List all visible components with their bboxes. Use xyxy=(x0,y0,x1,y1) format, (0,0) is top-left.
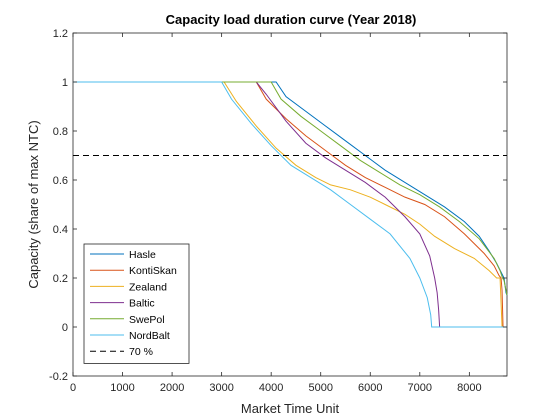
legend-entry: SwePol xyxy=(129,314,165,326)
x-tick-label: 5000 xyxy=(308,382,332,394)
x-tick-label: 7000 xyxy=(408,382,432,394)
series-layer xyxy=(73,81,508,328)
y-tick-label: 1.2 xyxy=(53,28,68,40)
x-tick-label: 3000 xyxy=(209,382,233,394)
series-line-zealand xyxy=(73,81,507,328)
legend-entry: Baltic xyxy=(129,298,155,310)
y-tick-label: 0.2 xyxy=(53,273,68,285)
series-line-hasle xyxy=(73,81,508,296)
y-tick-label: -0.2 xyxy=(49,371,68,383)
legend-entry: 70 % xyxy=(129,346,153,358)
legend-box xyxy=(83,243,190,364)
x-tick-label: 6000 xyxy=(358,382,382,394)
x-tick-label: 4000 xyxy=(259,382,283,394)
y-axis-label: Capacity (share of max NTC) xyxy=(26,120,41,288)
x-axis: 0 1000 2000 3000 4000 5000 6000 7000 8000 xyxy=(70,33,482,394)
x-axis-label: Market Time Unit xyxy=(241,401,340,416)
y-axis: -0.2 0 0.2 0.4 0.6 0.8 1 1.2 xyxy=(49,28,507,383)
x-tick-label: 8000 xyxy=(457,382,481,394)
legend-entry: NordBalt xyxy=(129,330,170,342)
series-line-baltic xyxy=(73,81,441,328)
y-tick-label: 0.4 xyxy=(53,224,68,236)
x-tick-label: 2000 xyxy=(160,382,184,394)
series-line-nordbalt xyxy=(73,81,507,328)
legend-entry: KontiSkan xyxy=(129,265,177,277)
series-line-kontiskan xyxy=(73,81,507,328)
x-tick-label: 0 xyxy=(70,382,76,394)
chart-title: Capacity load duration curve (Year 2018) xyxy=(166,12,417,27)
y-tick-label: 1 xyxy=(62,77,68,89)
series-line-swepol xyxy=(73,81,508,296)
legend-entry: Hasle xyxy=(129,249,156,261)
y-tick-label: 0.6 xyxy=(53,175,68,187)
x-tick-label: 1000 xyxy=(110,382,134,394)
y-tick-label: 0.8 xyxy=(53,126,68,138)
y-tick-label: 0 xyxy=(62,322,68,334)
legend-entry: Zealand xyxy=(129,281,167,293)
legend: Hasle KontiSkan Zealand Baltic SwePol NordBal… xyxy=(83,243,190,364)
